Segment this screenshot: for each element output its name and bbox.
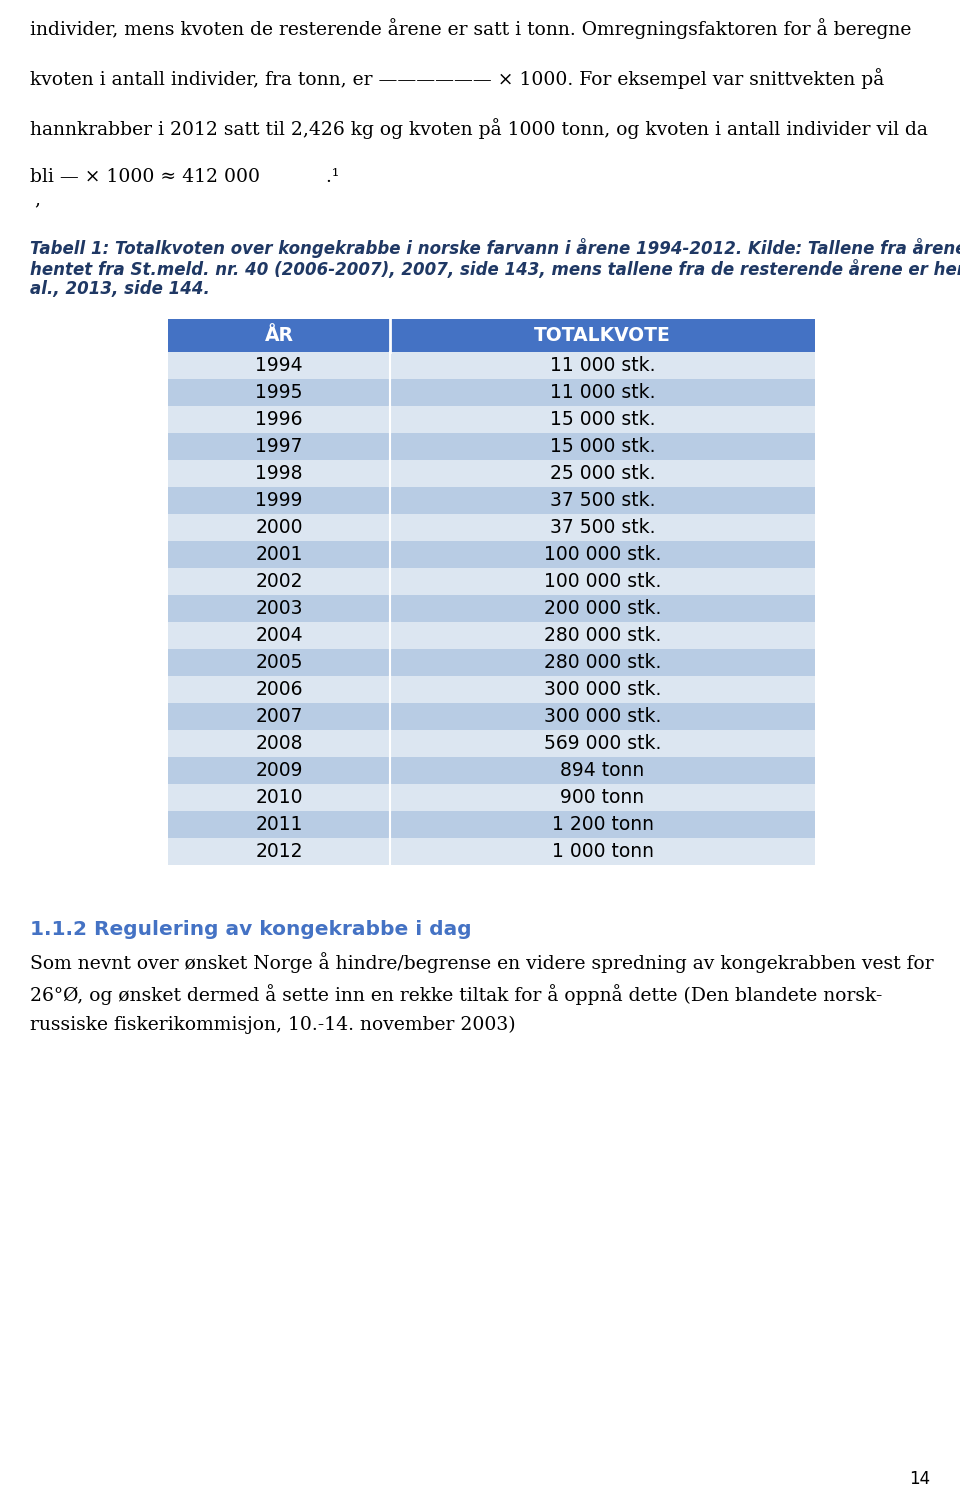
Bar xyxy=(168,703,815,730)
Text: 2011: 2011 xyxy=(255,814,302,834)
Bar xyxy=(168,569,815,596)
Text: 900 tonn: 900 tonn xyxy=(561,789,644,807)
Text: hannkrabber i 2012 satt til 2,426 kg og kvoten på 1000 tonn, og kvoten i antall : hannkrabber i 2012 satt til 2,426 kg og … xyxy=(30,118,928,139)
Text: 15 000 stk.: 15 000 stk. xyxy=(550,410,656,428)
Bar xyxy=(168,514,815,541)
Text: 2007: 2007 xyxy=(255,707,302,725)
Text: 26°Ø, og ønsket dermed å sette inn en rekke tiltak for å oppnå dette (Den blande: 26°Ø, og ønsket dermed å sette inn en re… xyxy=(30,985,882,1004)
Text: 280 000 stk.: 280 000 stk. xyxy=(543,626,661,645)
Bar xyxy=(168,730,815,757)
Bar xyxy=(168,757,815,784)
Text: 15 000 stk.: 15 000 stk. xyxy=(550,437,656,455)
Text: 1999: 1999 xyxy=(255,492,302,510)
Bar xyxy=(168,406,815,433)
Text: 11 000 stk.: 11 000 stk. xyxy=(550,383,656,403)
Text: 37 500 stk.: 37 500 stk. xyxy=(550,492,656,510)
Text: 1995: 1995 xyxy=(255,383,302,403)
Text: kvoten i antall individer, fra tonn, er —————— × 1000. For eksempel var snittvek: kvoten i antall individer, fra tonn, er … xyxy=(30,68,884,89)
Text: Tabell 1: Totalkvoten over kongekrabbe i norske farvann i årene 1994-2012. Kilde: Tabell 1: Totalkvoten over kongekrabbe i… xyxy=(30,238,960,258)
Text: 100 000 stk.: 100 000 stk. xyxy=(543,572,661,591)
Bar xyxy=(168,811,815,838)
Text: 894 tonn: 894 tonn xyxy=(561,762,644,780)
Text: 1.1.2 Regulering av kongekrabbe i dag: 1.1.2 Regulering av kongekrabbe i dag xyxy=(30,920,471,939)
Bar xyxy=(168,621,815,648)
Text: 2000: 2000 xyxy=(255,519,302,537)
Bar xyxy=(168,487,815,514)
Text: 2010: 2010 xyxy=(255,789,302,807)
Text: bli — × 1000 ≈ 412 000           .¹: bli — × 1000 ≈ 412 000 .¹ xyxy=(30,167,339,185)
Text: al., 2013, side 144.: al., 2013, side 144. xyxy=(30,280,210,299)
Bar xyxy=(168,433,815,460)
Text: 37 500 stk.: 37 500 stk. xyxy=(550,519,656,537)
Bar xyxy=(168,379,815,406)
Text: 1 200 tonn: 1 200 tonn xyxy=(551,814,654,834)
Text: 2004: 2004 xyxy=(255,626,302,645)
Text: ,: , xyxy=(34,190,40,208)
Text: 100 000 stk.: 100 000 stk. xyxy=(543,544,661,564)
Text: 280 000 stk.: 280 000 stk. xyxy=(543,653,661,673)
Text: 1998: 1998 xyxy=(255,464,302,483)
Text: 300 000 stk.: 300 000 stk. xyxy=(543,707,661,725)
Text: 2006: 2006 xyxy=(255,680,302,700)
Text: 569 000 stk.: 569 000 stk. xyxy=(543,734,661,752)
Bar xyxy=(168,676,815,703)
Text: 2005: 2005 xyxy=(255,653,302,673)
Text: 200 000 stk.: 200 000 stk. xyxy=(543,599,661,618)
Text: 11 000 stk.: 11 000 stk. xyxy=(550,356,656,375)
Bar xyxy=(168,648,815,676)
Text: hentet fra St.meld. nr. 40 (2006-2007), 2007, side 143, mens tallene fra de rest: hentet fra St.meld. nr. 40 (2006-2007), … xyxy=(30,259,960,279)
Text: 1 000 tonn: 1 000 tonn xyxy=(551,841,654,861)
Text: 2008: 2008 xyxy=(255,734,302,752)
Bar xyxy=(168,784,815,811)
Text: Som nevnt over ønsket Norge å hindre/begrense en videre spredning av kongekrabbe: Som nevnt over ønsket Norge å hindre/beg… xyxy=(30,952,934,973)
Text: 2002: 2002 xyxy=(255,572,302,591)
Text: 1994: 1994 xyxy=(255,356,302,375)
Text: TOTALKVOTE: TOTALKVOTE xyxy=(534,326,671,345)
Text: 2003: 2003 xyxy=(255,599,302,618)
Bar xyxy=(168,460,815,487)
Bar xyxy=(168,596,815,621)
Text: 2012: 2012 xyxy=(255,841,302,861)
Text: 2009: 2009 xyxy=(255,762,302,780)
Text: 2001: 2001 xyxy=(255,544,302,564)
Text: 25 000 stk.: 25 000 stk. xyxy=(550,464,656,483)
Bar xyxy=(168,351,815,379)
Bar xyxy=(168,541,815,569)
Text: individer, mens kvoten de resterende årene er satt i tonn. Omregningsfaktoren fo: individer, mens kvoten de resterende åre… xyxy=(30,18,911,39)
Text: russiske fiskerikommisjon, 10.-14. november 2003): russiske fiskerikommisjon, 10.-14. novem… xyxy=(30,1016,516,1034)
Text: ÅR: ÅR xyxy=(265,326,294,345)
Bar xyxy=(168,838,815,866)
Text: 300 000 stk.: 300 000 stk. xyxy=(543,680,661,700)
Text: 1997: 1997 xyxy=(255,437,302,455)
Bar xyxy=(168,320,815,351)
Text: 14: 14 xyxy=(909,1470,930,1488)
Text: 1996: 1996 xyxy=(255,410,302,428)
